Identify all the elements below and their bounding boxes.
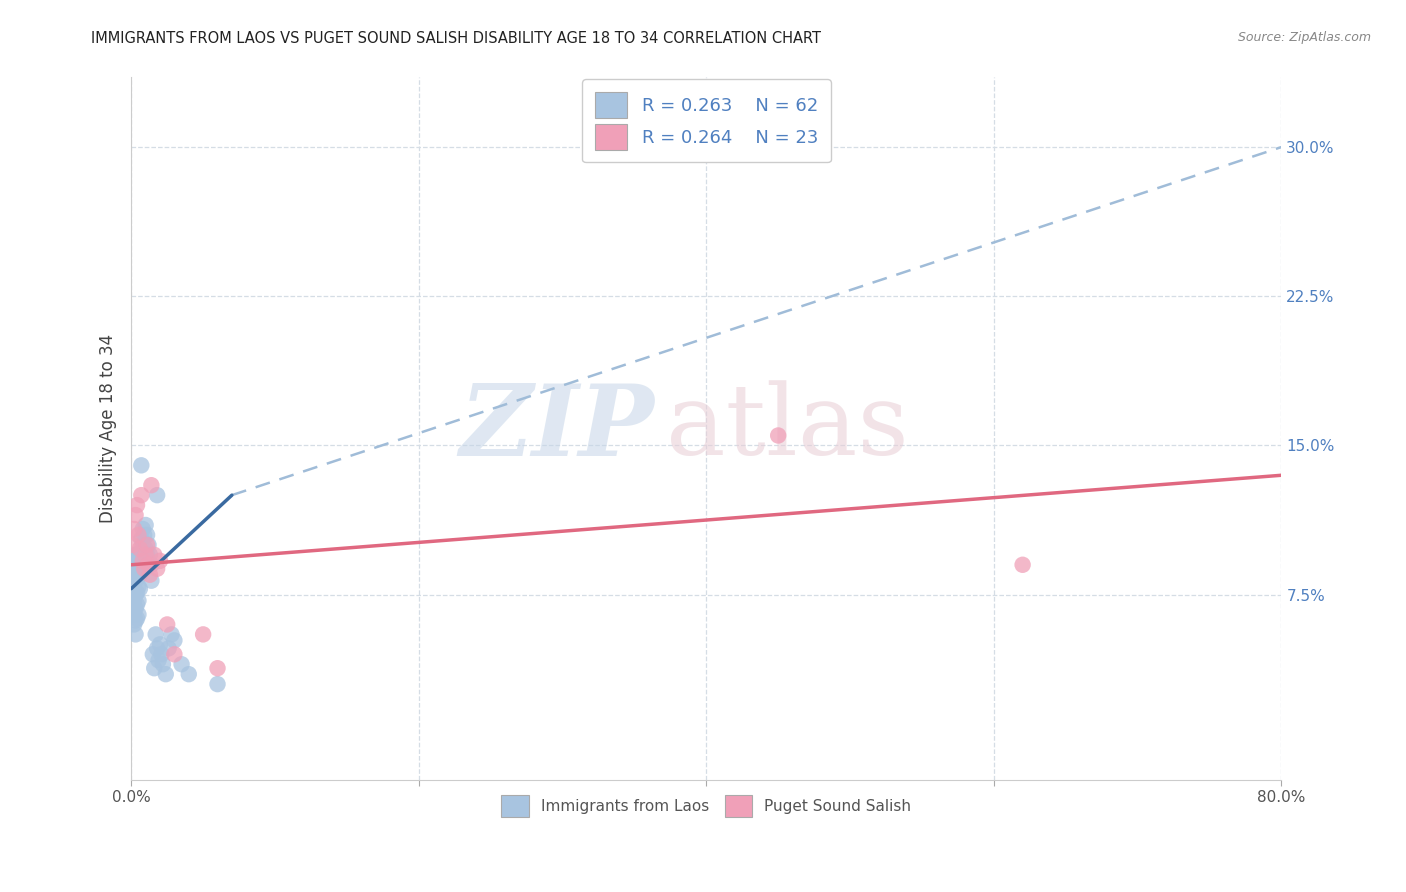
- Point: [156, 617, 179, 632]
- Point: [132, 554, 155, 568]
- Point: [122, 554, 145, 568]
- Point: [131, 532, 153, 546]
- Point: [124, 508, 146, 522]
- Point: [134, 528, 156, 542]
- Point: [149, 637, 172, 651]
- Point: [131, 488, 153, 502]
- Point: [132, 522, 155, 536]
- Point: [143, 661, 166, 675]
- Point: [134, 562, 156, 576]
- Text: Source: ZipAtlas.com: Source: ZipAtlas.com: [1237, 31, 1371, 45]
- Point: [148, 653, 170, 667]
- Point: [127, 580, 149, 594]
- Point: [122, 593, 145, 607]
- Point: [136, 528, 159, 542]
- Legend: Immigrants from Laos, Puget Sound Salish: Immigrants from Laos, Puget Sound Salish: [494, 788, 920, 824]
- Point: [136, 548, 159, 562]
- Point: [141, 558, 163, 572]
- Point: [145, 627, 167, 641]
- Point: [124, 562, 146, 576]
- Point: [127, 528, 149, 542]
- Point: [127, 593, 149, 607]
- Point: [160, 627, 183, 641]
- Point: [152, 657, 174, 672]
- Point: [127, 551, 149, 566]
- Point: [163, 633, 186, 648]
- Point: [125, 558, 148, 572]
- Point: [122, 522, 145, 536]
- Point: [157, 641, 180, 656]
- Point: [207, 677, 229, 691]
- Point: [191, 627, 214, 641]
- Point: [128, 546, 150, 560]
- Point: [124, 614, 146, 628]
- Point: [177, 667, 200, 681]
- Point: [125, 498, 148, 512]
- Point: [207, 661, 229, 675]
- Point: [122, 582, 145, 596]
- Point: [122, 617, 145, 632]
- Point: [139, 548, 162, 562]
- Point: [128, 582, 150, 596]
- Point: [128, 541, 150, 556]
- Point: [766, 428, 789, 442]
- Point: [125, 598, 148, 612]
- Text: ZIP: ZIP: [460, 380, 655, 476]
- Point: [143, 548, 166, 562]
- Point: [125, 572, 148, 586]
- Point: [141, 478, 163, 492]
- Point: [122, 607, 145, 622]
- Point: [124, 574, 146, 588]
- Y-axis label: Disability Age 18 to 34: Disability Age 18 to 34: [100, 334, 117, 523]
- Point: [135, 548, 157, 562]
- Point: [146, 488, 169, 502]
- Point: [155, 667, 177, 681]
- Point: [141, 574, 163, 588]
- Point: [127, 607, 149, 622]
- Point: [138, 538, 160, 552]
- Point: [127, 566, 149, 580]
- Point: [146, 641, 169, 656]
- Point: [135, 541, 157, 556]
- Point: [124, 548, 146, 562]
- Point: [142, 648, 165, 662]
- Point: [122, 567, 145, 582]
- Point: [124, 627, 146, 641]
- Point: [163, 648, 186, 662]
- Point: [1011, 558, 1033, 572]
- Point: [170, 657, 193, 672]
- Text: atlas: atlas: [666, 381, 908, 476]
- Text: IMMIGRANTS FROM LAOS VS PUGET SOUND SALISH DISABILITY AGE 18 TO 34 CORRELATION C: IMMIGRANTS FROM LAOS VS PUGET SOUND SALI…: [91, 31, 821, 46]
- Point: [135, 518, 157, 533]
- Point: [125, 585, 148, 599]
- Point: [121, 562, 143, 576]
- Point: [124, 601, 146, 615]
- Point: [131, 458, 153, 473]
- Point: [134, 548, 156, 562]
- Point: [128, 567, 150, 582]
- Point: [131, 548, 153, 562]
- Point: [146, 562, 169, 576]
- Point: [149, 554, 172, 568]
- Point: [136, 538, 159, 552]
- Point: [132, 538, 155, 552]
- Point: [139, 567, 162, 582]
- Point: [121, 538, 143, 552]
- Point: [150, 648, 173, 662]
- Point: [124, 588, 146, 602]
- Point: [121, 582, 143, 596]
- Point: [138, 558, 160, 572]
- Point: [121, 574, 143, 588]
- Point: [121, 601, 143, 615]
- Point: [121, 591, 143, 606]
- Point: [125, 611, 148, 625]
